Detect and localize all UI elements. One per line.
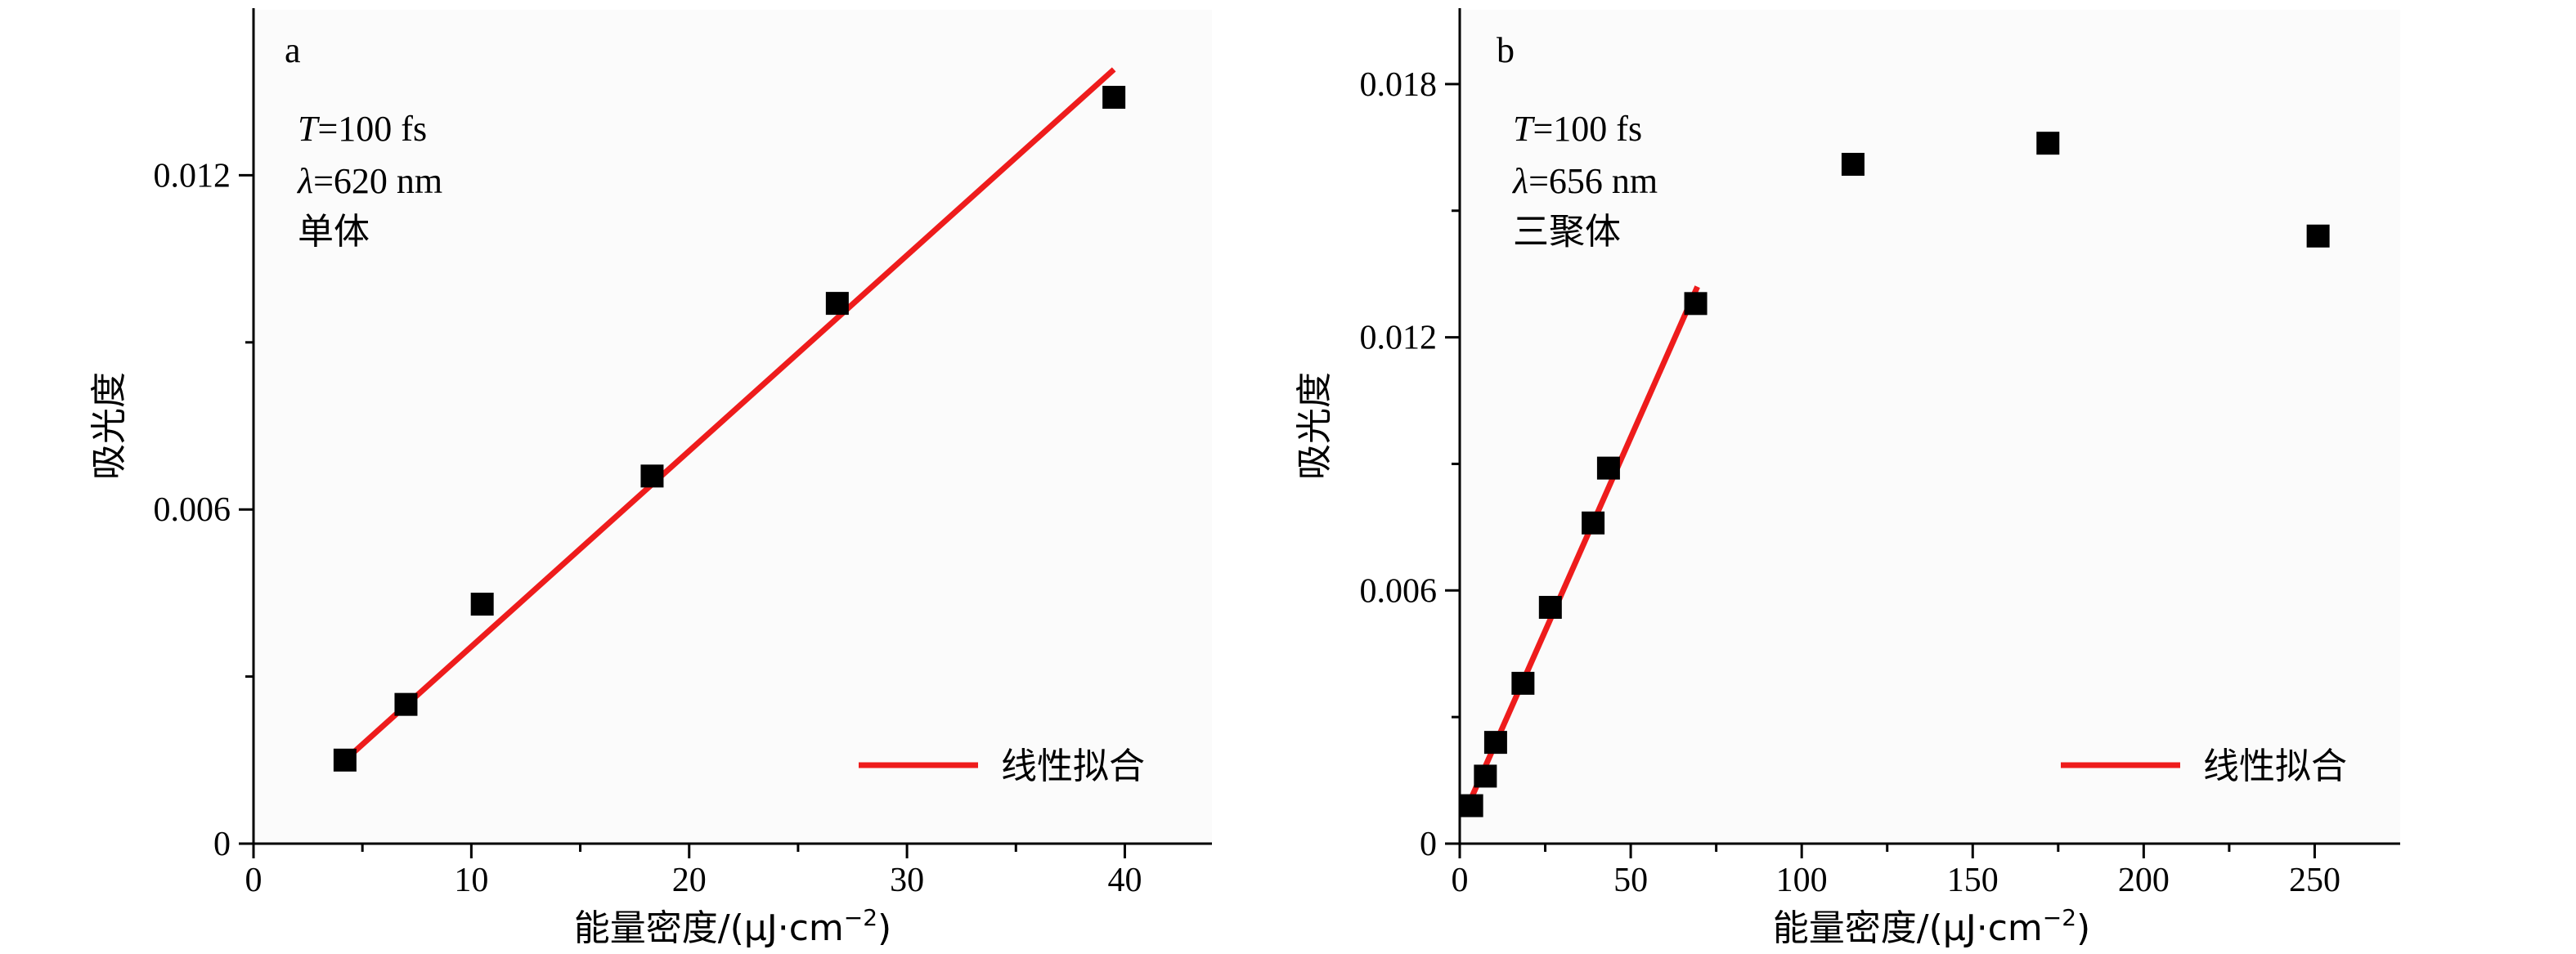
x-axis-title-sup-b: −2 (2043, 904, 2076, 931)
species-annotation-b: 三聚体 (1513, 211, 1621, 253)
x-tick-label-a: 20 (672, 862, 707, 899)
wavelength-annotation-a: λ=620 nm (296, 161, 442, 201)
x-tick-label-b: 0 (1452, 862, 1469, 899)
x-axis-title-main-a: 能量密度/(μJ·cm (574, 907, 844, 949)
y-tick-label-a: 0.006 (154, 491, 231, 529)
y-tick-label-b: 0.018 (1360, 66, 1438, 104)
y-tick-label-a: 0.012 (154, 157, 231, 195)
data-point-b (1474, 764, 1497, 788)
y-tick-label-a: 0 (213, 826, 231, 863)
data-point-a (640, 464, 664, 488)
x-tick-label-a: 40 (1107, 862, 1142, 899)
data-point-b (1596, 456, 1620, 480)
wavelength-value-a: =620 nm (313, 161, 442, 201)
y-tick-label-b: 0.012 (1360, 320, 1438, 357)
data-point-a (394, 692, 418, 716)
data-point-b (2306, 224, 2330, 248)
marks-b (1460, 132, 2330, 817)
wavelength-value-b: =656 nm (1528, 161, 1658, 201)
x-tick-label-a: 10 (454, 862, 488, 899)
plot-area-b (1460, 10, 2400, 844)
data-point-a (333, 748, 357, 772)
ticks-a: 0 10 20 30 40 0 0.006 0.012 (154, 157, 1142, 899)
x-tick-label-b: 50 (1613, 862, 1648, 899)
data-point-b (1582, 511, 1605, 535)
fit-line-b (1469, 285, 1700, 799)
data-point-b (1841, 152, 1865, 176)
x-axis-title-main-b: 能量密度/(μJ·cm (1773, 907, 2043, 949)
x-tick-label-a: 0 (245, 862, 263, 899)
x-axis-title-end-a: ) (877, 907, 891, 949)
panel-label-a: a (285, 30, 301, 70)
y-axis-title-a: 吸光度 (88, 372, 130, 480)
data-point-a (825, 292, 849, 316)
temp-value-a: =100 fs (317, 109, 427, 149)
x-axis-title-end-b: ) (2076, 907, 2090, 949)
x-tick-label-a: 30 (890, 862, 924, 899)
data-point-b (1684, 292, 1708, 316)
wavelength-symbol-b: λ (1511, 161, 1528, 201)
panel-b: 0 50 100 150 200 250 0 0.006 0.012 0.018 b T=100 … (1294, 8, 2400, 949)
panel-label-b: b (1497, 30, 1515, 70)
x-axis-title-sup-a: −2 (844, 904, 877, 931)
legend-label-a: 线性拟合 (1001, 746, 1145, 787)
data-point-b (2036, 132, 2060, 155)
y-axis-title-b: 吸光度 (1294, 372, 1335, 480)
legend-label-b: 线性拟合 (2203, 746, 2347, 787)
temp-value-b: =100 fs (1533, 109, 1642, 149)
species-annotation-a: 单体 (298, 211, 370, 253)
ticks-b: 0 50 100 150 200 250 0 0.006 0.012 0.018 (1360, 66, 2340, 899)
data-point-a (1102, 86, 1126, 110)
panel-a: 0 10 20 30 40 0 0.006 0.012 a T=100 fs λ=620 nm… (88, 8, 1212, 949)
data-point-b (1511, 671, 1535, 695)
x-axis-title-a: 能量密度/(μJ·cm−2) (574, 904, 891, 949)
wavelength-symbol-a: λ (296, 161, 313, 201)
y-tick-label-b: 0.006 (1360, 572, 1438, 610)
x-tick-label-b: 150 (1947, 862, 1999, 899)
temp-symbol-a: T (298, 109, 321, 149)
data-point-a (470, 593, 494, 616)
temperature-annotation-b: T=100 fs (1513, 109, 1642, 149)
fit-line-a (343, 67, 1116, 763)
data-point-b (1460, 794, 1483, 817)
y-tick-label-b: 0 (1420, 826, 1437, 863)
x-tick-label-b: 100 (1776, 862, 1828, 899)
marks-a (333, 67, 1126, 772)
temperature-annotation-a: T=100 fs (298, 109, 427, 149)
data-point-b (1538, 595, 1562, 619)
wavelength-annotation-b: λ=656 nm (1511, 161, 1658, 201)
temp-symbol-b: T (1513, 109, 1536, 149)
x-tick-label-b: 200 (2118, 862, 2170, 899)
x-axis-title-b: 能量密度/(μJ·cm−2) (1773, 904, 2090, 949)
x-tick-label-b: 250 (2289, 862, 2340, 899)
data-point-b (1483, 731, 1507, 755)
